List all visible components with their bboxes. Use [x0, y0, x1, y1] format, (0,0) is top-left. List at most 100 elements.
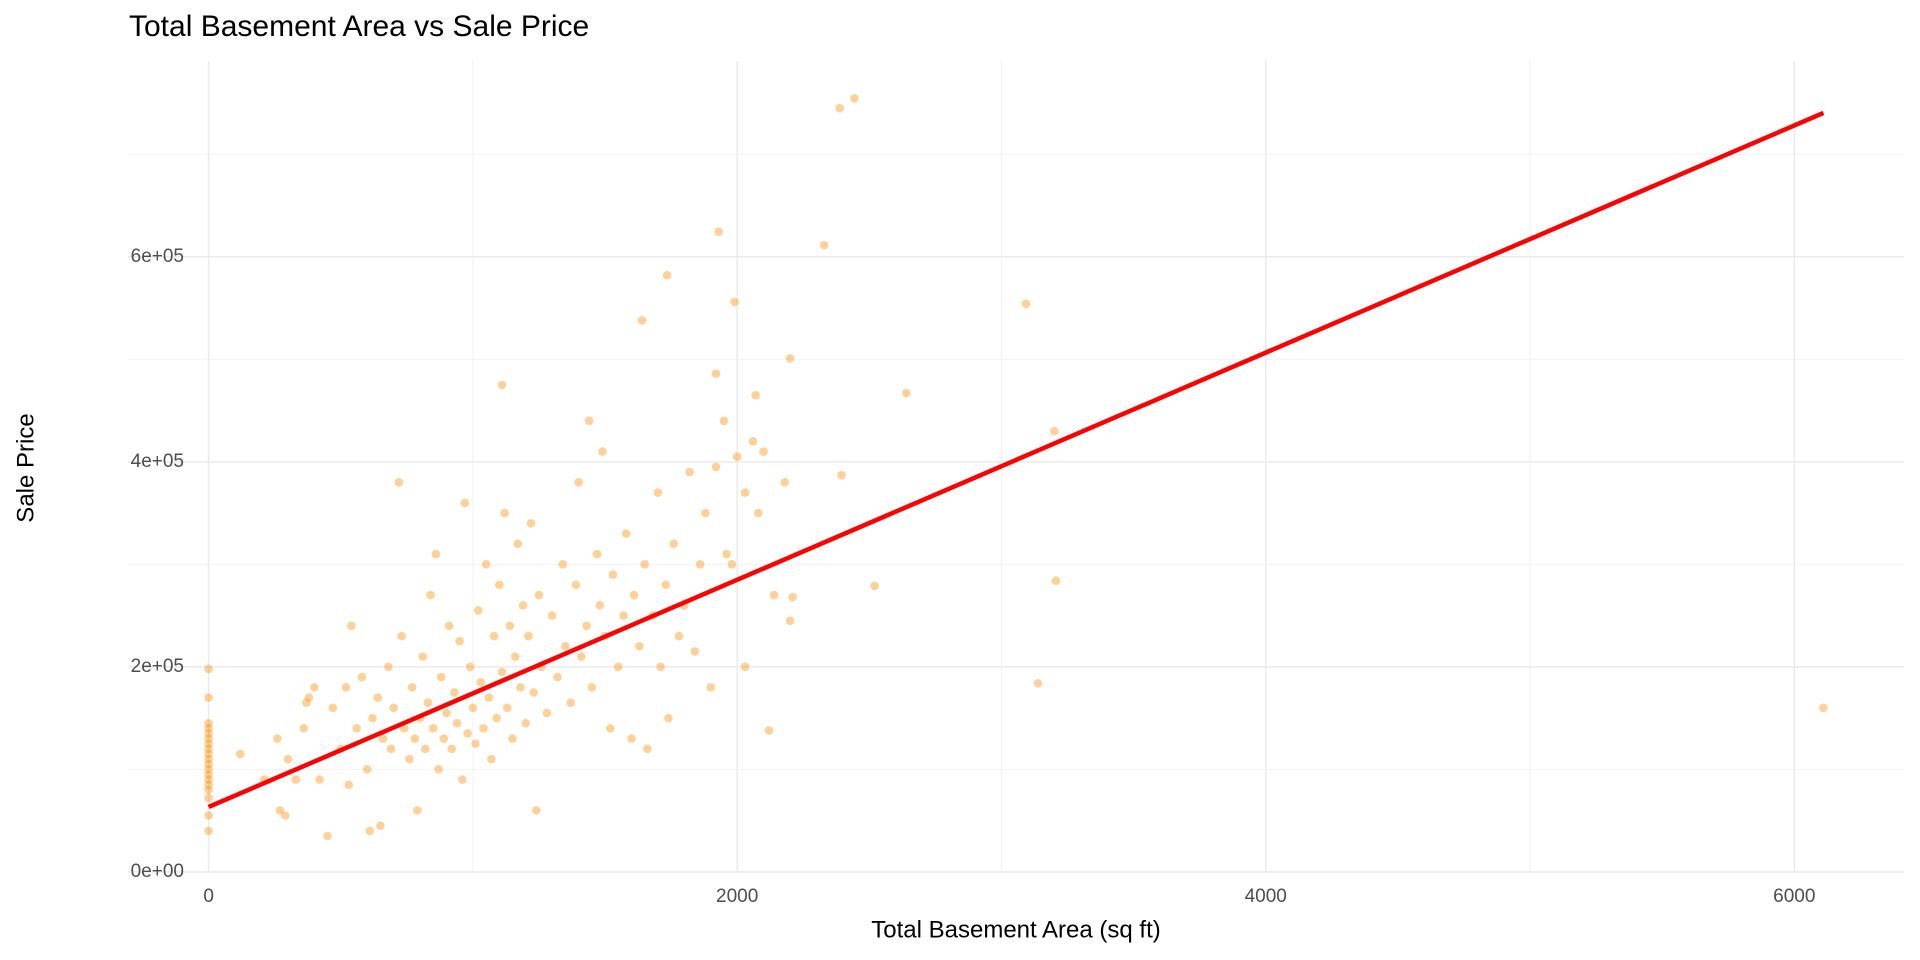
point [368, 713, 377, 723]
point [450, 688, 459, 697]
point [587, 683, 597, 692]
point [468, 703, 478, 713]
point [722, 549, 731, 559]
point [439, 734, 449, 743]
point [751, 390, 760, 400]
point [727, 560, 737, 569]
point [471, 739, 480, 749]
point [423, 698, 433, 708]
point [299, 724, 309, 733]
fit-line [207, 110, 1825, 810]
point [204, 793, 213, 803]
point [524, 631, 533, 641]
point [706, 683, 716, 692]
point [561, 642, 570, 651]
point [384, 662, 393, 672]
point [204, 765, 213, 774]
point [508, 734, 517, 743]
y-tick-label: 6e+05 [131, 246, 184, 267]
point [740, 488, 750, 497]
point [629, 590, 639, 600]
point [204, 749, 213, 759]
point [452, 718, 462, 728]
point [637, 316, 647, 325]
point [635, 642, 644, 651]
point [204, 664, 213, 674]
point [521, 718, 531, 728]
point [460, 498, 470, 508]
point [344, 780, 353, 790]
point [685, 467, 694, 477]
point [740, 662, 750, 672]
point [690, 647, 700, 656]
point [495, 580, 504, 590]
point [621, 529, 631, 538]
point [542, 708, 552, 718]
point [204, 775, 213, 784]
point [204, 811, 213, 820]
y-tick-label: 0e+00 [131, 861, 184, 882]
point [902, 388, 911, 398]
point [394, 478, 404, 487]
point [352, 724, 361, 733]
x-tick-label: 6000 [1773, 886, 1815, 907]
point [204, 718, 213, 728]
point [204, 759, 213, 769]
point [458, 775, 467, 784]
x-tick-label: 2000 [716, 886, 758, 907]
point [310, 683, 319, 692]
x-tick-label: 0 [203, 886, 214, 907]
point [714, 227, 723, 236]
point [850, 94, 859, 103]
point [1050, 426, 1059, 436]
point [291, 775, 301, 784]
point [204, 770, 213, 779]
point [365, 826, 375, 836]
point [413, 806, 422, 815]
point [513, 539, 523, 549]
point [732, 452, 742, 461]
point [362, 765, 372, 774]
point [484, 693, 494, 702]
x-tick-label: 4000 [1245, 886, 1287, 907]
point [389, 703, 398, 713]
point [582, 621, 591, 631]
point [1051, 576, 1061, 586]
point [669, 539, 679, 549]
point [283, 754, 293, 764]
point [576, 652, 586, 661]
point [526, 519, 536, 528]
point [386, 744, 396, 754]
point [418, 652, 427, 661]
point [711, 369, 721, 378]
point [204, 826, 213, 836]
point [410, 734, 420, 743]
point [204, 729, 213, 738]
point [1021, 299, 1031, 309]
point [405, 754, 414, 764]
x-axis-title: Total Basement Area (sq ft) [871, 916, 1160, 943]
point [701, 508, 710, 518]
point [473, 606, 483, 615]
point [730, 297, 739, 307]
point [500, 508, 509, 518]
point [347, 621, 356, 631]
point [661, 580, 671, 590]
point [719, 416, 729, 426]
point [426, 590, 435, 600]
point [328, 703, 338, 713]
point [204, 734, 213, 743]
point [444, 621, 454, 631]
point [434, 765, 443, 774]
point [785, 616, 795, 626]
point [558, 560, 568, 569]
point [376, 821, 385, 831]
point [764, 726, 774, 735]
point [447, 744, 457, 754]
point [837, 470, 846, 480]
point [204, 739, 213, 749]
point [584, 416, 594, 426]
point [619, 611, 628, 620]
point [547, 611, 557, 620]
